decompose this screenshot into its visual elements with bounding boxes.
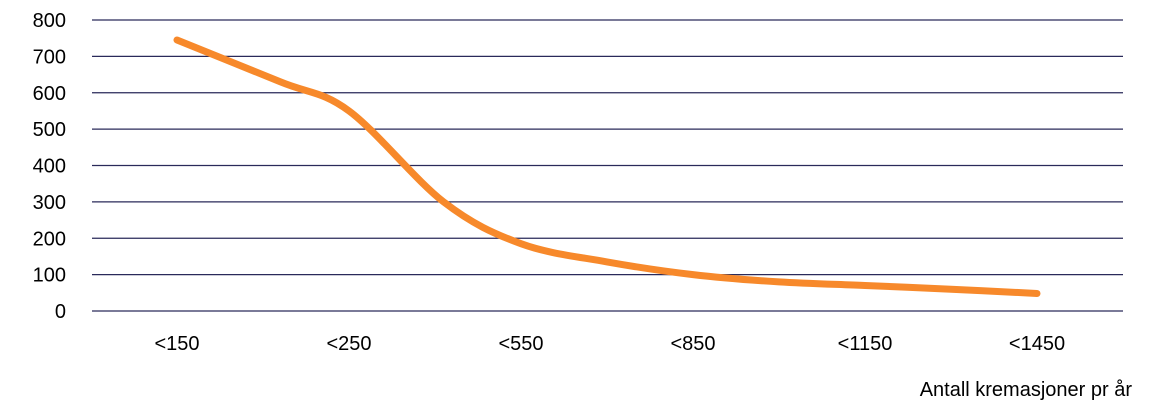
series-lines bbox=[173, 36, 1041, 297]
y-axis-ticks: 0 100 200 300 400 500 600 700 800 bbox=[33, 10, 66, 323]
x-tick-label: <250 bbox=[326, 333, 371, 355]
y-tick-label: 500 bbox=[33, 119, 66, 141]
y-tick-label: 300 bbox=[33, 192, 66, 214]
series-line bbox=[173, 36, 1041, 297]
x-tick-label: <150 bbox=[154, 333, 199, 355]
y-tick-label: 200 bbox=[33, 228, 66, 250]
x-tick-label: <1450 bbox=[1009, 333, 1065, 355]
x-tick-label: <1150 bbox=[838, 333, 893, 355]
gridlines bbox=[92, 19, 1123, 312]
x-tick-label: <850 bbox=[670, 333, 715, 355]
y-tick-label: 400 bbox=[33, 156, 66, 178]
y-tick-label: 100 bbox=[33, 265, 66, 287]
y-tick-label: 0 bbox=[55, 301, 66, 323]
y-tick-label: 800 bbox=[33, 10, 66, 32]
x-axis-ticks: <150 <250 <550 <850 <1150 <1450 bbox=[154, 333, 1065, 355]
y-tick-label: 700 bbox=[33, 46, 66, 68]
x-axis-title: Antall kremasjoner pr år bbox=[920, 379, 1133, 401]
x-tick-label: <550 bbox=[498, 333, 543, 355]
y-tick-label: 600 bbox=[33, 83, 66, 105]
